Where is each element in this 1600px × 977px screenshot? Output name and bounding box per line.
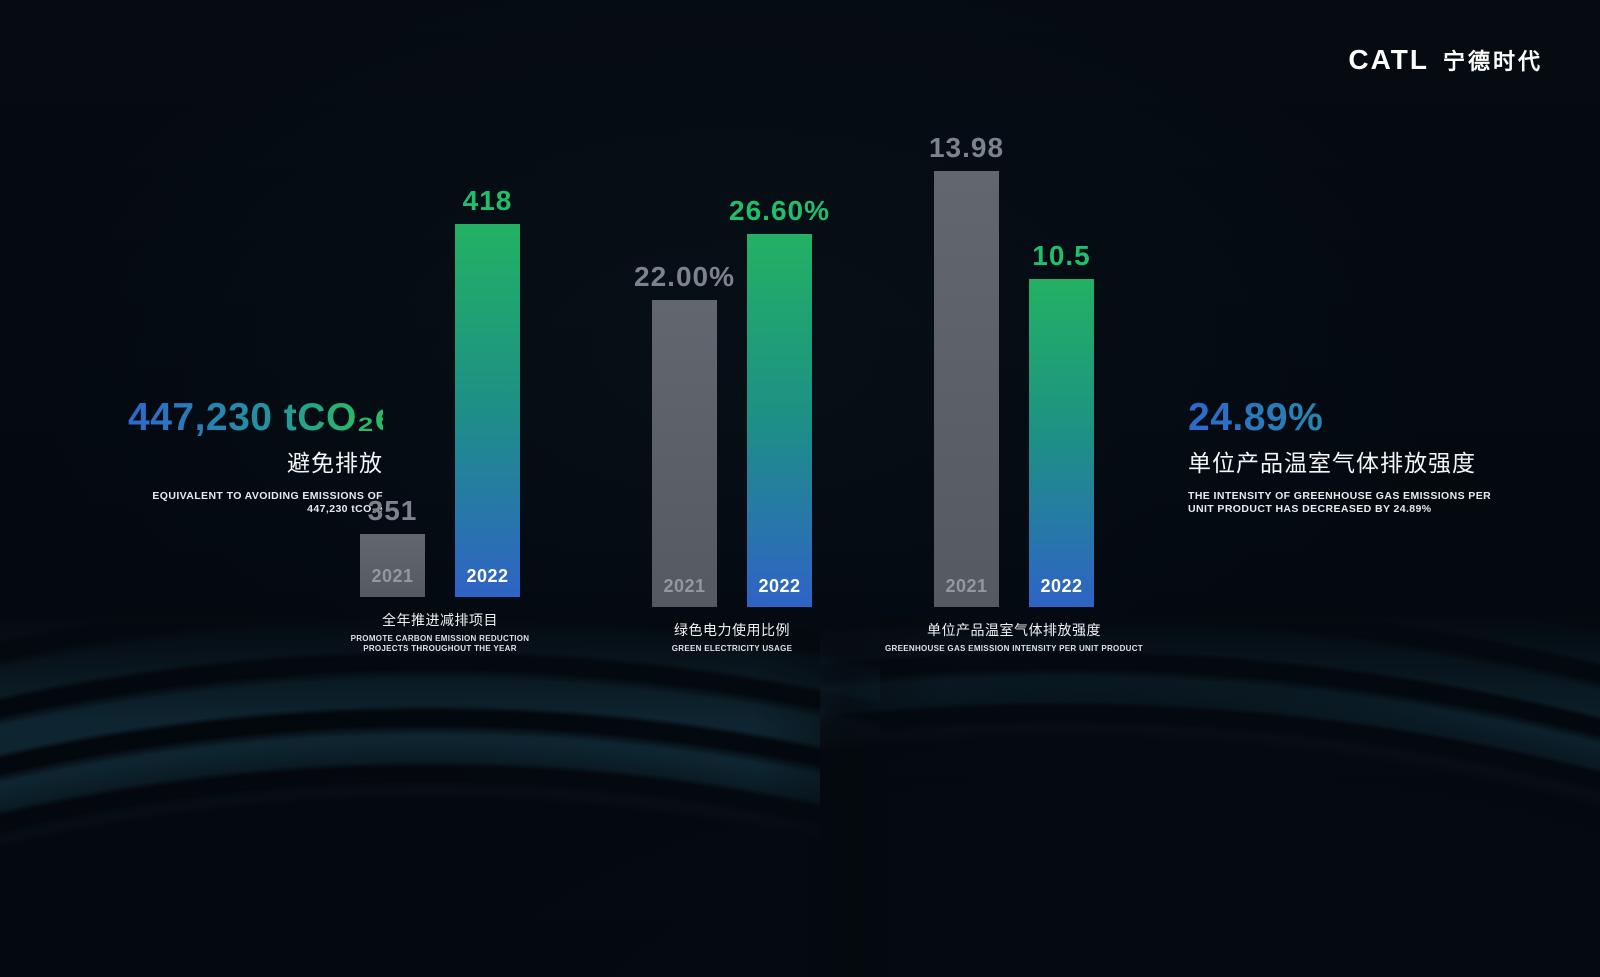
stat-ghg-intensity-value: 24.89% bbox=[1188, 398, 1533, 438]
chart-title-cn: 单位产品温室气体排放强度 bbox=[927, 622, 1101, 638]
chart-title-block: 全年推进减排项目 PROMOTE CARBON EMISSION REDUCTI… bbox=[280, 610, 600, 654]
catl-logo-wordmark: CATL bbox=[1348, 44, 1429, 75]
stat-ghg-intensity-desc: THE INTENSITY OF GREENHOUSE GAS EMISSION… bbox=[1188, 490, 1533, 516]
bar-2021: 2021 bbox=[360, 534, 425, 597]
bar-value-label-2021: 351 bbox=[367, 495, 418, 526]
chart-title-en-line2: PROJECTS THROUGHOUT THE YEAR bbox=[363, 644, 517, 653]
chart-emission-reduction-projects: 351 2021 418 2022 全年推进减排项目 PROMOTE CARBO… bbox=[280, 186, 600, 654]
bar-2021: 2021 bbox=[934, 171, 999, 607]
bar-value-label-2022: 26.60% bbox=[729, 195, 830, 226]
chart-title-en: GREENHOUSE GAS EMISSION INTENSITY PER UN… bbox=[854, 644, 1174, 654]
stat-ghg-intensity-label-cn: 单位产品温室气体排放强度 bbox=[1188, 450, 1476, 476]
stat-avoided-emissions-desc: EQUIVALENT TO AVOIDING EMISSIONS OF 447,… bbox=[128, 490, 383, 516]
bar-year-label-2021: 2021 bbox=[663, 576, 706, 596]
chart-title-cn: 全年推进减排项目 bbox=[382, 612, 498, 628]
stat-avoided-emissions-desc-line2: 447,230 tCO₂e bbox=[307, 503, 383, 515]
bar-2022: 2022 bbox=[747, 234, 812, 607]
chart-green-electricity-usage: 22.00% 2021 26.60% 2022 绿色电力使用比例 GREEN E… bbox=[572, 196, 892, 654]
bar-column-2022: 26.60% 2022 bbox=[729, 196, 829, 607]
bar-group: 351 2021 418 2022 bbox=[280, 186, 600, 597]
chart-title-cn: 绿色电力使用比例 bbox=[674, 622, 790, 638]
bar-group: 22.00% 2021 26.60% 2022 bbox=[572, 196, 892, 607]
chart-title-block: 绿色电力使用比例 GREEN ELECTRICITY USAGE bbox=[572, 620, 892, 654]
bar-2022: 2022 bbox=[455, 224, 520, 597]
chart-title-block: 单位产品温室气体排放强度 GREENHOUSE GAS EMISSION INT… bbox=[854, 620, 1174, 654]
stat-avoided-emissions-label-cn: 避免排放 bbox=[287, 450, 383, 476]
bar-year-label-2021: 2021 bbox=[945, 576, 988, 596]
chart-title-en: GREEN ELECTRICITY USAGE bbox=[572, 644, 892, 654]
bar-group: 13.98 2021 10.5 2022 bbox=[854, 133, 1174, 607]
bar-year-label-2022: 2022 bbox=[1040, 576, 1083, 596]
bar-column-2022: 418 2022 bbox=[455, 186, 520, 597]
bar-year-label-2021: 2021 bbox=[371, 566, 414, 586]
wave-pattern-decoration bbox=[0, 615, 1600, 977]
bar-2022: 2022 bbox=[1029, 279, 1094, 607]
stat-ghg-intensity-decrease: 24.89% 单位产品温室气体排放强度 THE INTENSITY OF GRE… bbox=[1188, 398, 1533, 516]
bar-value-label-2021: 22.00% bbox=[634, 261, 735, 292]
bar-year-label-2022: 2022 bbox=[758, 576, 801, 596]
chart-title-en-line1: GREENHOUSE GAS EMISSION INTENSITY PER UN… bbox=[885, 644, 1143, 653]
chart-title-en: PROMOTE CARBON EMISSION REDUCTION PROJEC… bbox=[280, 634, 600, 654]
stat-avoided-emissions-desc-line1: EQUIVALENT TO AVOIDING EMISSIONS OF bbox=[152, 490, 383, 502]
catl-logo-chinese: 宁德时代 bbox=[1442, 49, 1543, 74]
bar-column-2021: 13.98 2021 bbox=[929, 133, 1003, 607]
bar-year-label-2022: 2022 bbox=[466, 566, 509, 586]
catl-logo: CATL 宁德时代 bbox=[1348, 44, 1543, 76]
stat-ghg-intensity-desc-line1: THE INTENSITY OF GREENHOUSE GAS EMISSION… bbox=[1188, 490, 1492, 502]
chart-ghg-emission-intensity: 13.98 2021 10.5 2022 单位产品温室气体排放强度 GREENH… bbox=[854, 133, 1174, 654]
bar-value-label-2022: 10.5 bbox=[1032, 240, 1091, 271]
bar-value-label-2022: 418 bbox=[462, 185, 513, 216]
bar-column-2021: 22.00% 2021 bbox=[634, 262, 734, 607]
bar-value-label-2021: 13.98 bbox=[928, 132, 1005, 163]
chart-title-en-line1: PROMOTE CARBON EMISSION REDUCTION bbox=[350, 634, 530, 643]
stat-ghg-intensity-desc-line2: UNIT PRODUCT HAS DECREASED BY 24.89% bbox=[1188, 503, 1432, 515]
bar-2021: 2021 bbox=[652, 300, 717, 607]
stat-avoided-emissions: 447,230 tCO₂e 避免排放 EQUIVALENT TO AVOIDIN… bbox=[128, 396, 397, 516]
bar-column-2022: 10.5 2022 bbox=[1029, 241, 1094, 607]
stat-avoided-emissions-value: 447,230 tCO₂e bbox=[128, 396, 397, 439]
chart-title-en-line1: GREEN ELECTRICITY USAGE bbox=[671, 644, 793, 653]
bar-column-2021: 351 2021 bbox=[360, 496, 425, 597]
